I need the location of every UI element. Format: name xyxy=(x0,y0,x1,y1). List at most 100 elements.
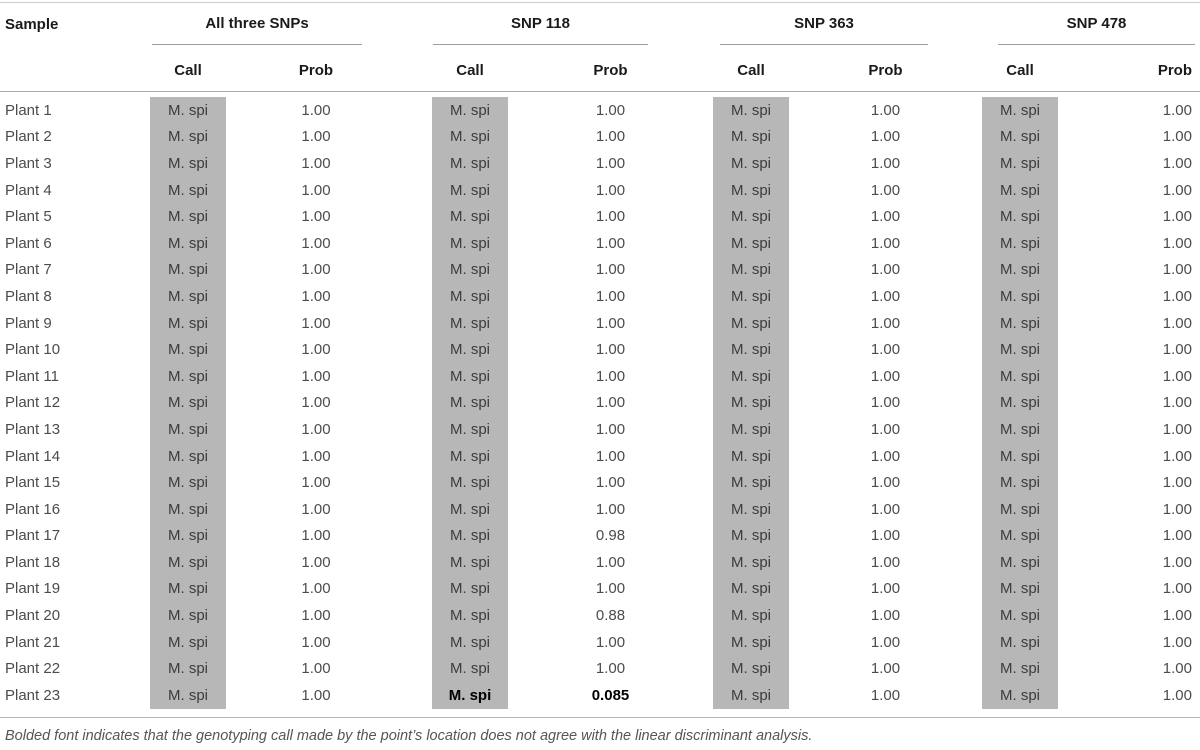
prob-cell: 1.00 xyxy=(870,341,901,359)
row-label: Plant 1 xyxy=(5,101,52,119)
row-label: Plant 10 xyxy=(5,341,61,359)
call-cell: M. spi xyxy=(432,203,508,230)
column-group-snp-363: SNP 363 xyxy=(713,3,982,45)
call-cell: M. spi xyxy=(713,522,789,550)
prob-cell: 1.00 xyxy=(595,181,626,199)
call-cell: M. spi xyxy=(713,176,789,204)
prob-cell: 1.00 xyxy=(1162,208,1192,226)
table-row: Plant 21 M. spi 1.00 M. spi 1.00 M. spi … xyxy=(0,628,1200,656)
prob-cell: 1.00 xyxy=(870,447,901,465)
call-cell: M. spi xyxy=(982,575,1058,603)
call-cell: M. spi xyxy=(432,522,508,550)
call-cell: M. spi xyxy=(150,469,226,496)
prob-cell: 1.00 xyxy=(1162,341,1192,359)
prob-cell: 1.00 xyxy=(870,500,901,518)
prob-cell: 1.00 xyxy=(1162,474,1192,492)
call-cell: M. spi xyxy=(432,256,508,284)
call-cell: M. spi xyxy=(150,416,226,443)
prob-cell: 1.00 xyxy=(870,607,901,625)
call-cell: M. spi xyxy=(150,256,226,284)
prob-cell: 1.00 xyxy=(301,208,331,226)
prob-cell: 1.00 xyxy=(301,447,331,465)
row-label: Plant 13 xyxy=(5,420,61,438)
column-header-spacer xyxy=(0,45,150,92)
table-row: Plant 19 M. spi 1.00 M. spi 1.00 M. spi … xyxy=(0,575,1200,603)
prob-cell: 1.00 xyxy=(595,128,626,146)
column-header-call-1: Call xyxy=(150,45,226,92)
call-cell: M. spi xyxy=(150,309,226,337)
prob-cell: 1.00 xyxy=(595,580,626,598)
prob-cell: 1.00 xyxy=(301,500,331,518)
prob-cell: 1.00 xyxy=(301,660,331,678)
table-row: Plant 20 M. spi 1.00 M. spi 0.88 M. spi … xyxy=(0,602,1200,629)
call-cell: M. spi xyxy=(150,549,226,576)
prob-cell: 1.00 xyxy=(595,633,626,651)
prob-cell: 1.00 xyxy=(595,553,626,571)
call-cell: M. spi xyxy=(982,309,1058,337)
call-cell: M. spi xyxy=(982,256,1058,284)
group-label-snp-118: SNP 118 xyxy=(433,3,648,45)
call-cell: M. spi xyxy=(150,575,226,603)
row-label: Plant 20 xyxy=(5,607,61,625)
call-cell: M. spi xyxy=(982,283,1058,310)
prob-cell: 1.00 xyxy=(1162,686,1192,704)
prob-cell: 1.00 xyxy=(870,474,901,492)
call-cell: M. spi xyxy=(713,256,789,284)
prob-cell: 1.00 xyxy=(301,607,331,625)
table-row: Plant 12 M. spi 1.00 M. spi 1.00 M. spi … xyxy=(0,389,1200,417)
prob-cell: 1.00 xyxy=(301,101,331,119)
table-row: Plant 1 M. spi 1.00 M. spi 1.00 M. spi 1… xyxy=(0,97,1200,124)
prob-cell: 1.00 xyxy=(1162,553,1192,571)
row-label: Plant 8 xyxy=(5,287,52,305)
genotyping-table: Sample All three SNPs SNP 118 SNP 363 SN… xyxy=(0,3,1200,709)
prob-cell: 1.00 xyxy=(1162,261,1192,279)
call-cell: M. spi xyxy=(713,97,789,124)
table-row: Plant 5 M. spi 1.00 M. spi 1.00 M. spi 1… xyxy=(0,203,1200,230)
prob-cell: 1.00 xyxy=(870,181,901,199)
call-cell: M. spi xyxy=(150,336,226,363)
prob-cell: 1.00 xyxy=(595,660,626,678)
call-cell: M. spi xyxy=(150,389,226,417)
call-cell: M. spi xyxy=(713,575,789,603)
call-cell: M. spi xyxy=(713,416,789,443)
prob-cell: 1.00 xyxy=(870,101,901,119)
prob-cell: 1.00 xyxy=(595,447,626,465)
call-cell: M. spi xyxy=(432,655,508,683)
column-group-all-three-snps: All three SNPs xyxy=(150,3,432,45)
column-header-prob-4: Prob xyxy=(1058,45,1200,92)
call-cell: M. spi xyxy=(150,522,226,550)
prob-cell: 1.00 xyxy=(870,234,901,252)
column-header-prob-2: Prob xyxy=(508,45,713,92)
call-cell: M. spi xyxy=(150,150,226,177)
call-cell: M. spi xyxy=(713,682,789,709)
table-row: Plant 4 M. spi 1.00 M. spi 1.00 M. spi 1… xyxy=(0,176,1200,204)
row-label: Plant 16 xyxy=(5,500,61,518)
call-cell: M. spi xyxy=(713,655,789,683)
prob-cell: 1.00 xyxy=(1162,101,1192,119)
table-row: Plant 2 M. spi 1.00 M. spi 1.00 M. spi 1… xyxy=(0,123,1200,151)
table-row: Plant 6 M. spi 1.00 M. spi 1.00 M. spi 1… xyxy=(0,229,1200,257)
call-cell: M. spi xyxy=(432,575,508,603)
call-cell: M. spi xyxy=(150,229,226,257)
prob-cell: 1.00 xyxy=(870,660,901,678)
row-label: Plant 4 xyxy=(5,181,52,199)
prob-cell: 1.00 xyxy=(301,261,331,279)
table-body: Plant 1 M. spi 1.00 M. spi 1.00 M. spi 1… xyxy=(0,91,1200,709)
prob-cell: 1.00 xyxy=(595,261,626,279)
call-cell: M. spi xyxy=(713,602,789,629)
call-cell: M. spi xyxy=(432,389,508,417)
table-row: Plant 14 M. spi 1.00 M. spi 1.00 M. spi … xyxy=(0,442,1200,470)
prob-cell: 1.00 xyxy=(301,394,331,412)
prob-cell: 1.00 xyxy=(1162,447,1192,465)
table-row: Plant 22 M. spi 1.00 M. spi 1.00 M. spi … xyxy=(0,655,1200,683)
call-cell: M. spi xyxy=(432,97,508,124)
call-cell: M. spi xyxy=(713,362,789,390)
call-cell: M. spi xyxy=(432,176,508,204)
table-row: Plant 16 M. spi 1.00 M. spi 1.00 M. spi … xyxy=(0,495,1200,523)
row-label: Plant 19 xyxy=(5,580,61,598)
column-group-snp-478: SNP 478 xyxy=(982,3,1200,45)
prob-cell: 1.00 xyxy=(301,527,331,545)
prob-cell: 1.00 xyxy=(1162,500,1192,518)
group-label-snp-478: SNP 478 xyxy=(998,3,1195,45)
table-bottom-rule xyxy=(0,716,1200,718)
